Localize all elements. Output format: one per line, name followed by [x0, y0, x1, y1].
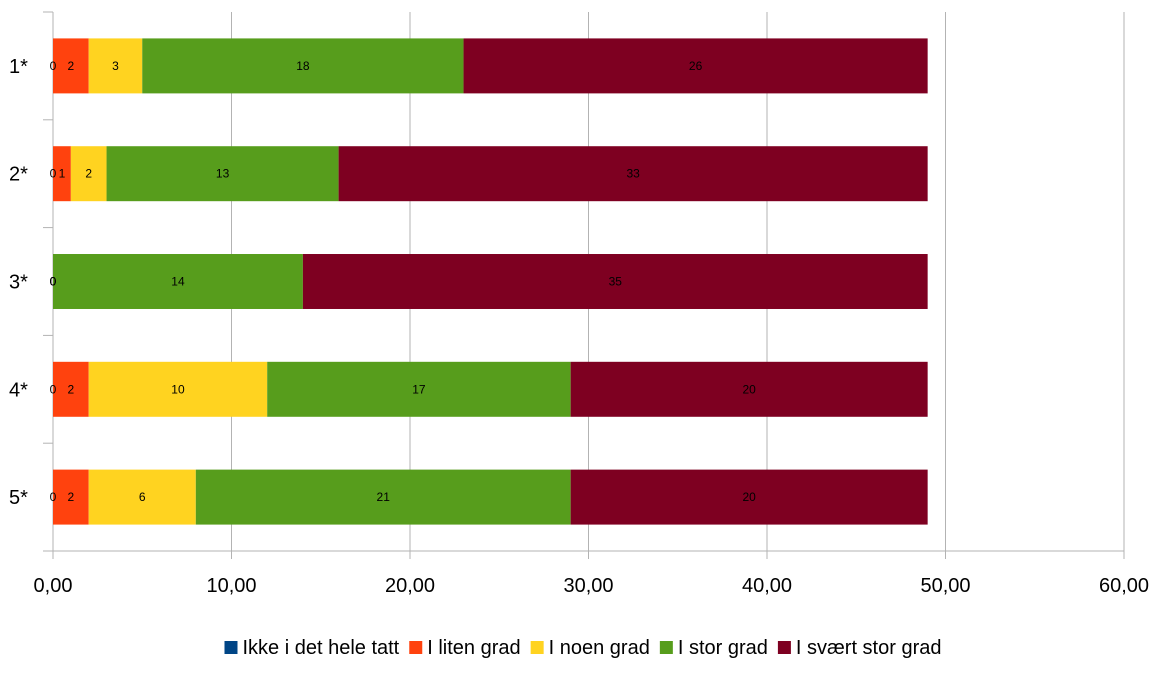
legend-swatch	[530, 641, 544, 654]
data-label: 0	[50, 167, 57, 181]
bar-segment	[106, 146, 339, 202]
data-label: 20	[742, 490, 756, 504]
legend: Ikke i det hele tatt I liten grad I noen g…	[224, 637, 942, 659]
x-tick-label: 60,00	[1099, 575, 1149, 597]
data-label: 0	[50, 275, 57, 289]
bar-segment	[570, 361, 928, 417]
category-label: 4*	[9, 379, 28, 401]
x-tick-label: 30,00	[563, 575, 613, 597]
data-label: 2	[85, 167, 92, 181]
data-label: 0	[50, 59, 57, 73]
x-tick-label: 40,00	[742, 575, 792, 597]
category-label: 5*	[9, 487, 28, 509]
data-label: 1	[59, 167, 66, 181]
bar-segment	[142, 38, 464, 94]
data-label: 33	[626, 167, 640, 181]
data-label: 10	[171, 382, 185, 396]
x-tick-label: 50,00	[920, 575, 970, 597]
bar-segment	[195, 469, 571, 525]
bar-segment	[88, 38, 143, 94]
data-label: 3	[112, 59, 119, 73]
bars	[53, 38, 928, 525]
data-label: 0	[50, 382, 57, 396]
legend-label: I svært stor grad	[796, 637, 942, 659]
legend-label: Ikke i det hele tatt	[242, 637, 399, 659]
data-label: 0	[50, 490, 57, 504]
legend-label: I liten grad	[427, 637, 520, 659]
bar-segment	[302, 254, 928, 309]
bar-segment	[53, 38, 89, 94]
x-tick-label: 0,00	[34, 575, 73, 597]
bar-segment	[70, 146, 107, 202]
bar-segment	[53, 361, 89, 417]
bar-segment	[267, 361, 571, 417]
legend-label: I noen grad	[549, 637, 650, 659]
data-label: 35	[609, 275, 623, 289]
category-label: 2*	[9, 164, 28, 186]
legend-swatch	[224, 641, 238, 654]
data-label: 0	[50, 275, 57, 289]
category-label: 3*	[9, 272, 28, 294]
data-label: 2	[68, 382, 75, 396]
category-label: 1*	[9, 56, 28, 78]
bar-segment	[338, 146, 928, 202]
legend-label: I stor grad	[678, 637, 768, 659]
bar-segment	[88, 469, 196, 525]
data-label: 13	[216, 167, 230, 181]
data-label: 2	[68, 59, 75, 73]
legend-swatch	[409, 641, 423, 654]
data-label: 17	[412, 382, 426, 396]
x-tick-label: 20,00	[385, 575, 435, 597]
legend-swatch	[659, 641, 673, 654]
data-label: 21	[377, 490, 391, 504]
data-label: 20	[742, 382, 756, 396]
legend-swatch	[777, 641, 791, 654]
data-label: 26	[689, 59, 703, 73]
bar-segment	[53, 469, 89, 525]
data-label: 18	[296, 59, 310, 73]
data-label: 0	[50, 275, 57, 289]
data-label: 14	[171, 275, 185, 289]
bar-segment	[53, 146, 71, 202]
data-label: 2	[68, 490, 75, 504]
tick-labels: 0,00 10,00 20,00 30,00 40,00 50,00 60,00 1* 2* 3*…	[9, 56, 1149, 597]
x-tick-label: 10,00	[206, 575, 256, 597]
data-label: 6	[139, 490, 146, 504]
bar-segment	[570, 469, 928, 525]
bar-segment	[88, 361, 268, 417]
bar-segment	[463, 38, 928, 94]
bar-segment	[53, 254, 303, 309]
